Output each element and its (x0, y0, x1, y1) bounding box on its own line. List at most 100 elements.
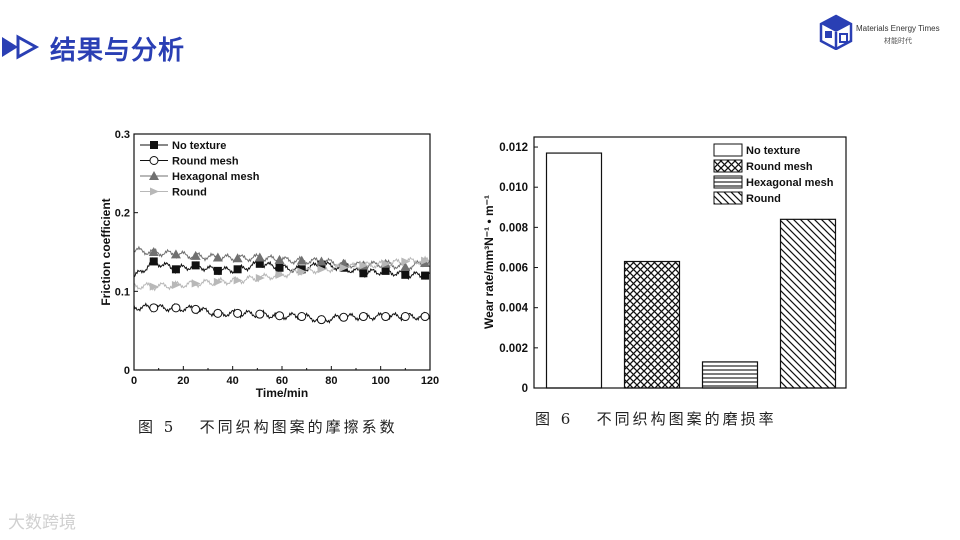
x-tick-label: 80 (325, 375, 337, 387)
legend-label: Hexagonal mesh (172, 171, 260, 183)
x-tick-label: 40 (227, 375, 239, 387)
wear-plot-frame (533, 136, 847, 389)
data-point (255, 309, 265, 319)
legend-swatch (713, 175, 743, 189)
x-tick-label: 100 (371, 375, 389, 387)
legend-label: Round mesh (746, 161, 813, 173)
data-point (170, 249, 181, 259)
data-point (232, 253, 243, 263)
data-point (380, 258, 391, 268)
data-point (171, 303, 181, 313)
data-point (149, 257, 158, 266)
data-point (148, 247, 159, 256)
data-point (316, 315, 326, 325)
friction-x-axis-label: Time/min (256, 386, 308, 400)
data-point (297, 265, 306, 274)
wear-y-axis-label: Wear rate/mm³N⁻¹ • m⁻¹ (482, 195, 496, 329)
legend-marker (150, 187, 159, 196)
data-point (171, 265, 180, 274)
data-point (191, 304, 201, 314)
figure-6-caption: 图 6 不同织构图案的磨损率 (535, 410, 777, 428)
logo-name-en: Materials Energy Times (856, 24, 940, 33)
data-point (339, 312, 349, 322)
data-point (191, 261, 200, 270)
legend-label: Round mesh (172, 156, 239, 168)
legend-marker (149, 171, 159, 180)
legend-swatch (713, 143, 743, 157)
data-point (401, 257, 411, 266)
data-point (339, 263, 348, 272)
friction-plot-frame (133, 133, 431, 371)
data-point (213, 308, 223, 318)
data-point (420, 258, 431, 268)
data-point (275, 311, 285, 321)
data-point (358, 312, 368, 322)
data-point (317, 260, 326, 269)
y-tick-label: 0.010 (499, 182, 528, 194)
data-point (233, 276, 243, 285)
data-point (275, 270, 285, 279)
legend-marker (150, 141, 158, 149)
page-title: 结果与分析 (50, 36, 186, 66)
data-point (400, 312, 410, 322)
y-tick-label: 0.008 (499, 222, 528, 234)
data-point (171, 281, 181, 290)
data-point (255, 259, 264, 268)
data-point (317, 265, 327, 274)
data-point (255, 273, 265, 282)
watermark: 大数跨境 (8, 513, 76, 533)
series-line-round (134, 255, 430, 292)
y-tick-label: 0.004 (499, 303, 528, 315)
x-tick-label: 60 (276, 375, 288, 387)
data-point (420, 312, 430, 322)
series-line-no-texture (134, 257, 430, 281)
data-point (421, 256, 431, 265)
data-point (316, 256, 327, 266)
y-tick-label: 0 (124, 365, 130, 377)
legend-label: Round (172, 187, 207, 199)
y-tick-label: 0.012 (499, 142, 528, 154)
data-point (381, 266, 390, 275)
y-tick-label: 0.2 (115, 208, 130, 220)
data-point (296, 255, 307, 265)
data-point (213, 277, 223, 286)
y-tick-label: 0 (522, 383, 528, 395)
data-point (381, 312, 391, 322)
bar-round-mesh (623, 260, 681, 389)
data-point (233, 265, 242, 274)
data-point (297, 267, 307, 276)
data-point (339, 263, 349, 272)
data-point (401, 270, 410, 279)
data-point (359, 261, 369, 270)
series-line-round-mesh (134, 302, 430, 324)
x-tick-label: 120 (421, 375, 439, 387)
data-point (421, 271, 430, 280)
data-point (149, 282, 159, 291)
legend-swatch (713, 191, 743, 205)
x-tick-label: 0 (131, 375, 137, 387)
legend-label: Hexagonal mesh (746, 177, 834, 189)
figure-5-caption: 图 5 不同织构图案的摩擦系数 (138, 418, 398, 436)
legend-label: No texture (746, 145, 800, 157)
bar-no-texture (545, 152, 603, 389)
legend-label: Round (746, 193, 781, 205)
data-point (297, 312, 307, 322)
bar-hexagonal-mesh (701, 361, 759, 389)
y-tick-label: 0.006 (499, 263, 528, 275)
data-point (358, 260, 369, 270)
cube-logo-icon (819, 14, 853, 50)
data-point (213, 266, 222, 275)
data-point (338, 258, 349, 268)
y-tick-label: 0.3 (115, 129, 130, 141)
data-point (254, 252, 265, 262)
series-line-hexagonal-mesh (134, 245, 430, 271)
data-point (381, 259, 391, 268)
data-point (149, 303, 159, 313)
legend-label: No texture (172, 140, 226, 152)
data-point (400, 261, 411, 271)
data-point (359, 269, 368, 278)
data-point (274, 254, 285, 264)
logo-name-cn: 材能时代 (884, 37, 912, 45)
